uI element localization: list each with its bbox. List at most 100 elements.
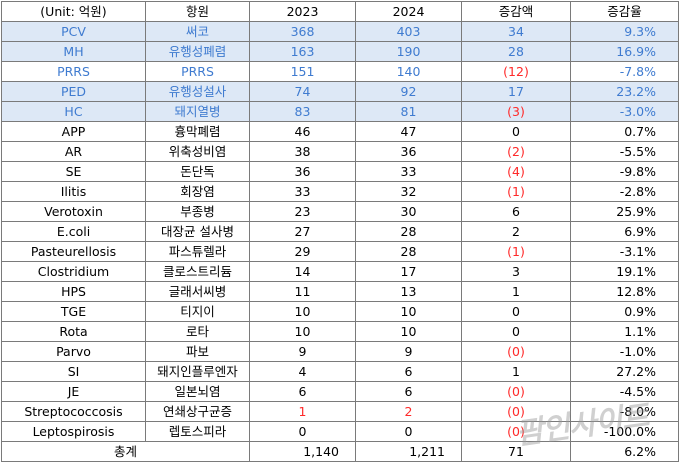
- row-name: HPS: [1, 281, 146, 302]
- total-label: 총계: [1, 441, 250, 462]
- row-2023: 1: [249, 401, 356, 422]
- table-row: E.coli 대장균 설사병 27 28 2 6.9%: [1, 221, 679, 242]
- table-row: SE 돈단독 36 33 (4) -9.8%: [1, 161, 679, 182]
- row-name: TGE: [1, 301, 146, 322]
- table-row: PED 유행성설사 74 92 17 23.2%: [1, 81, 679, 102]
- row-change-rate: 6.9%: [570, 221, 679, 242]
- row-change-amount: (0): [461, 381, 571, 402]
- row-antigen: 파스튜렐라: [145, 241, 250, 262]
- row-2024: 81: [355, 101, 462, 122]
- row-2024: 0: [355, 421, 462, 442]
- row-change-rate: -3.0%: [570, 101, 679, 122]
- row-change-rate: -2.8%: [570, 181, 679, 202]
- row-2023: 14: [249, 261, 356, 282]
- row-change-amount: 0: [461, 321, 571, 342]
- row-name: APP: [1, 121, 146, 142]
- row-antigen: 유행성폐렴: [145, 41, 250, 62]
- row-name: HC: [1, 101, 146, 122]
- row-antigen: 일본뇌염: [145, 381, 250, 402]
- row-2023: 10: [249, 301, 356, 322]
- row-2023: 36: [249, 161, 356, 182]
- row-2023: 33: [249, 181, 356, 202]
- row-name: Verotoxin: [1, 201, 146, 222]
- total-change-amount: 71: [461, 441, 571, 462]
- row-change-amount: 2: [461, 221, 571, 242]
- row-change-rate: 9.3%: [570, 21, 679, 42]
- row-2024: 9: [355, 341, 462, 362]
- row-name: Ilitis: [1, 181, 146, 202]
- row-change-amount: 1: [461, 361, 571, 382]
- row-2023: 9: [249, 341, 356, 362]
- header-2024: 2024: [355, 1, 462, 22]
- row-change-amount: 6: [461, 201, 571, 222]
- row-name: Streptococcosis: [1, 401, 146, 422]
- row-2024: 140: [355, 61, 462, 82]
- row-name: PED: [1, 81, 146, 102]
- row-2023: 83: [249, 101, 356, 122]
- row-name: JE: [1, 381, 146, 402]
- row-2023: 38: [249, 141, 356, 162]
- row-2024: 28: [355, 241, 462, 262]
- row-name: Parvo: [1, 341, 146, 362]
- row-2024: 10: [355, 321, 462, 342]
- table-row: MH 유행성폐렴 163 190 28 16.9%: [1, 41, 679, 62]
- row-2024: 190: [355, 41, 462, 62]
- table-row: HPS 글래서씨병 11 13 1 12.8%: [1, 281, 679, 302]
- row-antigen: 클로스트리듐: [145, 261, 250, 282]
- row-change-amount: 28: [461, 41, 571, 62]
- row-2024: 13: [355, 281, 462, 302]
- row-change-amount: (1): [461, 241, 571, 262]
- row-change-rate: 19.1%: [570, 261, 679, 282]
- table-row: Leptospirosis 렙토스피라 0 0 (0) -100.0%: [1, 421, 679, 442]
- row-change-amount: 0: [461, 121, 571, 142]
- row-name: E.coli: [1, 221, 146, 242]
- row-change-rate: 0.7%: [570, 121, 679, 142]
- row-2023: 4: [249, 361, 356, 382]
- header-antigen: 항원: [145, 1, 250, 22]
- table-row: Ilitis 회장염 33 32 (1) -2.8%: [1, 181, 679, 202]
- row-change-rate: 25.9%: [570, 201, 679, 222]
- row-2023: 27: [249, 221, 356, 242]
- row-antigen: 흉막폐렴: [145, 121, 250, 142]
- row-antigen: 파보: [145, 341, 250, 362]
- row-2023: 368: [249, 21, 356, 42]
- row-2024: 6: [355, 361, 462, 382]
- row-2023: 0: [249, 421, 356, 442]
- row-2024: 6: [355, 381, 462, 402]
- row-antigen: 돼지열병: [145, 101, 250, 122]
- row-change-amount: 1: [461, 281, 571, 302]
- row-2023: 11: [249, 281, 356, 302]
- row-2023: 6: [249, 381, 356, 402]
- table-row: PCV 써코 368 403 34 9.3%: [1, 21, 679, 42]
- row-2024: 10: [355, 301, 462, 322]
- row-change-rate: -4.5%: [570, 381, 679, 402]
- row-2024: 36: [355, 141, 462, 162]
- header-change-rate: 증감율: [570, 1, 679, 22]
- row-change-rate: -1.0%: [570, 341, 679, 362]
- row-change-rate: -7.8%: [570, 61, 679, 82]
- row-2024: 28: [355, 221, 462, 242]
- row-antigen: 글래서씨병: [145, 281, 250, 302]
- row-change-rate: 16.9%: [570, 41, 679, 62]
- row-2023: 46: [249, 121, 356, 142]
- row-2024: 30: [355, 201, 462, 222]
- row-change-rate: -8.0%: [570, 401, 679, 422]
- row-2023: 23: [249, 201, 356, 222]
- table-row: HC 돼지열병 83 81 (3) -3.0%: [1, 101, 679, 122]
- total-2023: 1,140: [249, 441, 356, 462]
- table-row: Verotoxin 부종병 23 30 6 25.9%: [1, 201, 679, 222]
- header-change-amount: 증감액: [461, 1, 571, 22]
- row-2023: 151: [249, 61, 356, 82]
- row-name: Clostridium: [1, 261, 146, 282]
- row-change-rate: -5.5%: [570, 141, 679, 162]
- row-change-amount: (0): [461, 421, 571, 442]
- row-antigen: 부종병: [145, 201, 250, 222]
- row-change-amount: 17: [461, 81, 571, 102]
- row-change-rate: 27.2%: [570, 361, 679, 382]
- row-antigen: 회장염: [145, 181, 250, 202]
- row-name: Rota: [1, 321, 146, 342]
- row-2023: 74: [249, 81, 356, 102]
- table-row: Pasteurellosis 파스튜렐라 29 28 (1) -3.1%: [1, 241, 679, 262]
- row-name: Leptospirosis: [1, 421, 146, 442]
